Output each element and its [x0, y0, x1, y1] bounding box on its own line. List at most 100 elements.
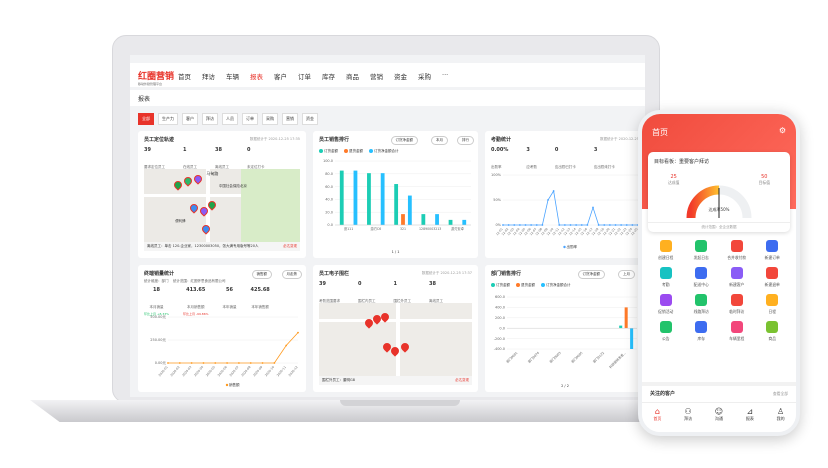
- shortcut-item[interactable]: 商品: [755, 321, 791, 342]
- data-point[interactable]: [518, 224, 521, 226]
- bar[interactable]: [435, 214, 439, 225]
- shortcut-item[interactable]: 新建客户: [719, 267, 755, 288]
- data-point[interactable]: [563, 224, 566, 226]
- map[interactable]: 马甸路 中国社会保险北京 便利蜂 离线员工：单击 120-企业家，1230000…: [144, 169, 300, 251]
- shortcut-item[interactable]: 新建退单: [755, 267, 791, 288]
- data-point[interactable]: [569, 224, 572, 226]
- filter-tab[interactable]: 采购: [262, 113, 278, 125]
- bar[interactable]: [619, 325, 623, 329]
- map-pin-icon[interactable]: [188, 202, 200, 214]
- legend-item[interactable]: 订货金额: [491, 283, 510, 288]
- legend-item[interactable]: 退货金额: [344, 149, 363, 154]
- legend-item[interactable]: 退货金额: [516, 283, 535, 288]
- data-point[interactable]: [249, 362, 252, 364]
- bar[interactable]: [462, 219, 467, 225]
- tab-3[interactable]: ⊿ 报表: [745, 407, 754, 421]
- data-point[interactable]: [603, 224, 606, 226]
- map-pin-icon[interactable]: [182, 175, 194, 187]
- nav-item[interactable]: 库存: [322, 73, 335, 81]
- data-point[interactable]: [214, 362, 217, 364]
- bar[interactable]: [421, 214, 426, 225]
- bar[interactable]: [630, 328, 634, 349]
- shortcut-item[interactable]: 考勤: [648, 267, 684, 288]
- filter-tab[interactable]: 资金: [302, 113, 318, 125]
- shortcut-item[interactable]: 发起日志: [684, 240, 720, 261]
- filter-tab[interactable]: 拜访: [202, 113, 218, 125]
- nav-item[interactable]: 首页: [178, 73, 191, 81]
- legend-item[interactable]: 出勤率: [563, 244, 578, 249]
- nav-item[interactable]: 拜访: [202, 73, 215, 81]
- legend-item[interactable]: 销售额: [225, 382, 240, 387]
- data-point[interactable]: [541, 224, 544, 226]
- nav-item[interactable]: 客户: [274, 73, 287, 81]
- trend-select[interactable]: 月走势: [281, 270, 302, 279]
- data-point[interactable]: [513, 224, 516, 226]
- shortcut-item[interactable]: 临时拜访: [719, 294, 755, 315]
- legend-item[interactable]: 订货金额: [319, 149, 338, 154]
- filter-tab[interactable]: 人员: [222, 113, 238, 125]
- data-point[interactable]: [273, 362, 276, 364]
- shortcut-item[interactable]: 车辆里程: [719, 321, 755, 342]
- shortcut-item[interactable]: 合并收付款: [719, 240, 755, 261]
- legend-item[interactable]: 订货净金额合计: [369, 149, 399, 154]
- data-point[interactable]: [190, 362, 193, 364]
- shortcut-item[interactable]: 库存: [684, 321, 720, 342]
- data-point[interactable]: [625, 224, 628, 226]
- period-select[interactable]: 本月: [431, 136, 448, 145]
- data-point[interactable]: [631, 224, 634, 226]
- shortcut-item[interactable]: 创建日程: [648, 240, 684, 261]
- metric-select[interactable]: 订货净金额: [390, 136, 418, 145]
- data-point[interactable]: [524, 224, 527, 226]
- shortcut-item[interactable]: 配送中心: [684, 267, 720, 288]
- data-point[interactable]: [586, 224, 589, 226]
- bar[interactable]: [394, 184, 399, 225]
- tab-1[interactable]: ⚇ 拜访: [684, 407, 693, 421]
- view-all-link[interactable]: 查看全部: [772, 391, 788, 396]
- data-point[interactable]: [614, 224, 617, 226]
- period-select[interactable]: 上月: [618, 270, 635, 279]
- bar[interactable]: [380, 173, 385, 225]
- data-point[interactable]: [167, 362, 169, 364]
- data-point[interactable]: [297, 331, 299, 334]
- bar[interactable]: [624, 307, 628, 329]
- sort-select[interactable]: 排行: [457, 136, 474, 145]
- filter-tab[interactable]: 营销: [282, 113, 298, 125]
- tab-0[interactable]: ⌂ 首页: [653, 407, 662, 421]
- nav-item[interactable]: 商品: [346, 73, 359, 81]
- data-point[interactable]: [580, 224, 583, 226]
- map-pin-icon[interactable]: [192, 173, 204, 185]
- bar[interactable]: [353, 170, 358, 225]
- filter-tab[interactable]: 生产力: [158, 113, 178, 125]
- metric-select[interactable]: 订货净金额: [577, 270, 605, 279]
- shortcut-item[interactable]: 公告: [648, 321, 684, 342]
- gear-icon[interactable]: ⚙: [778, 126, 786, 135]
- data-point[interactable]: [558, 224, 561, 226]
- nav-item[interactable]: 订单: [298, 73, 311, 81]
- legend-item[interactable]: 订货净金额合计: [541, 283, 571, 288]
- data-point[interactable]: [552, 190, 555, 192]
- shortcut-item[interactable]: 促销活动: [648, 294, 684, 315]
- data-point[interactable]: [620, 224, 623, 226]
- data-point[interactable]: [261, 362, 264, 364]
- filter-tab[interactable]: 客户: [182, 113, 198, 125]
- nav-item[interactable]: ···: [442, 71, 449, 79]
- shortcut-item[interactable]: 线路拜访: [684, 294, 720, 315]
- nav-item[interactable]: 车辆: [226, 73, 239, 81]
- nav-item[interactable]: 营销: [370, 73, 383, 81]
- map[interactable]: 围栏外员工：董明G8 必达变现: [319, 303, 472, 385]
- data-point[interactable]: [238, 362, 240, 364]
- data-point[interactable]: [575, 224, 578, 226]
- tab-2[interactable]: ☺ 沟通: [714, 407, 724, 421]
- pager[interactable]: 2 / 2: [561, 384, 569, 388]
- nav-item[interactable]: 采购: [418, 73, 431, 81]
- map-pin-icon[interactable]: [172, 179, 184, 191]
- bar[interactable]: [448, 219, 453, 225]
- data-point[interactable]: [530, 224, 533, 226]
- data-point[interactable]: [285, 344, 288, 347]
- data-point[interactable]: [592, 206, 594, 209]
- action-button[interactable]: 必达变现: [283, 244, 297, 248]
- data-point[interactable]: [535, 224, 538, 226]
- bar[interactable]: [401, 214, 405, 225]
- shortcut-item[interactable]: 新建订单: [755, 240, 791, 261]
- pager[interactable]: 1 / 1: [391, 250, 400, 254]
